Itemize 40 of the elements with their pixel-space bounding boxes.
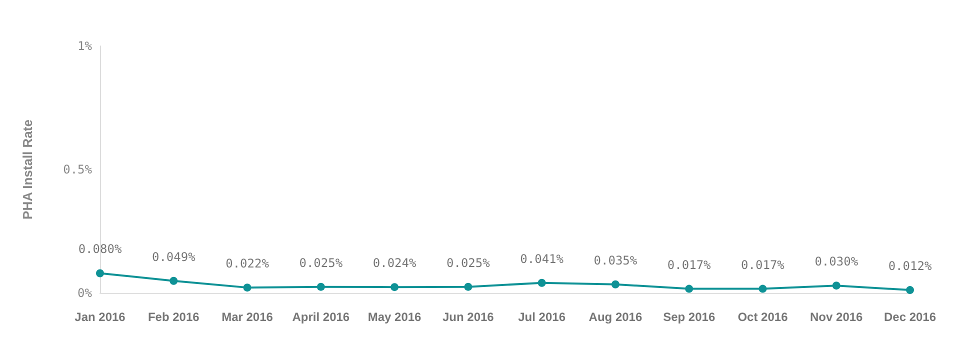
point (464, 282, 472, 291)
data-label: 0.035% (594, 253, 638, 268)
point (906, 286, 914, 294)
data-label: 0.041% (520, 252, 564, 266)
data-label: 0.030% (814, 254, 859, 269)
x-tick-label: Feb 2016 (148, 310, 200, 324)
x-tick-label: May 2016 (368, 310, 422, 324)
y-tick-label: 0.5% (63, 162, 93, 176)
x-tick-label: Aug 2016 (588, 310, 642, 324)
x-tick-label: Oct 2016 (738, 310, 788, 324)
x-tick-label: Jul 2016 (518, 310, 566, 324)
data-label: 0.025% (299, 256, 344, 270)
data-label: 0.022% (226, 256, 270, 271)
point (170, 276, 178, 285)
y-axis-title: PHA Install Rate (20, 120, 35, 220)
point (685, 284, 694, 293)
data-label: 0.080% (78, 242, 122, 256)
data-label: 0.017% (741, 258, 786, 272)
point (538, 278, 546, 287)
y-tick-label: 1% (78, 39, 93, 53)
x-tick-label: Jan 2016 (74, 310, 126, 324)
x-tick-label: Jun 2016 (442, 310, 494, 324)
x-tick-label: Dec 2016 (884, 310, 936, 324)
data-label: 0.049% (152, 250, 196, 264)
point (96, 269, 104, 278)
point (611, 280, 620, 288)
x-tick-label: April 2016 (292, 310, 350, 324)
point (390, 283, 399, 292)
data-label: 0.025% (446, 256, 491, 270)
point (243, 284, 252, 292)
point (316, 282, 325, 291)
point (758, 284, 767, 293)
x-tick-label: Sep 2016 (663, 310, 716, 324)
data-label: 0.024% (372, 256, 417, 270)
point (832, 282, 840, 290)
data-label: 0.017% (667, 258, 712, 272)
x-tick-label: Mar 2016 (222, 310, 274, 324)
x-tick-label: Nov 2016 (810, 310, 864, 324)
data-label: 0.012% (888, 259, 932, 274)
y-tick-label: 0% (78, 286, 93, 300)
